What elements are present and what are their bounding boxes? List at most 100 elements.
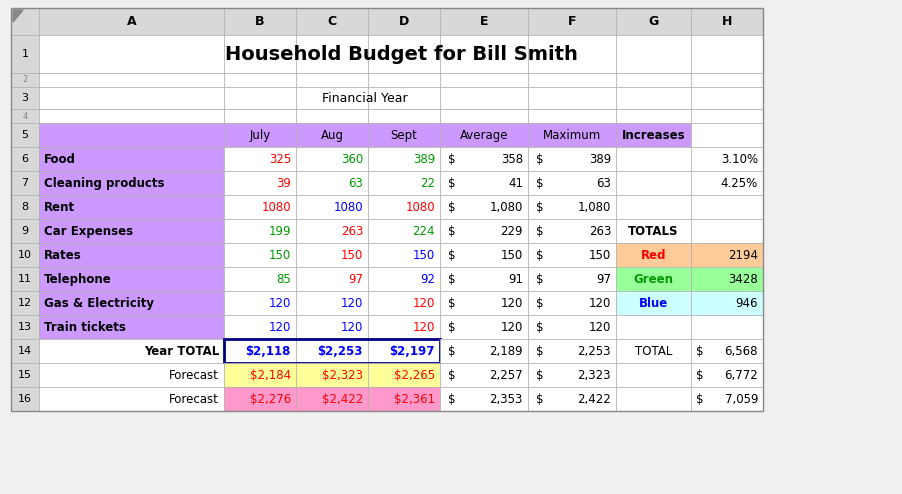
Text: Rent: Rent: [44, 201, 75, 213]
Text: 63: 63: [596, 176, 611, 190]
Text: 41: 41: [508, 176, 523, 190]
Bar: [616, 109, 691, 123]
Text: Rates: Rates: [44, 248, 82, 261]
Bar: [11, 123, 39, 147]
Bar: [296, 8, 368, 35]
Bar: [296, 363, 368, 387]
Bar: [224, 8, 296, 35]
Bar: [528, 147, 616, 171]
Bar: [39, 291, 224, 315]
Bar: [528, 8, 616, 35]
Text: 389: 389: [413, 153, 435, 165]
Bar: [224, 219, 296, 243]
Text: $: $: [536, 369, 544, 381]
Bar: [616, 267, 691, 291]
Text: Train tickets: Train tickets: [44, 321, 126, 333]
Text: $: $: [448, 224, 456, 238]
Bar: [440, 195, 528, 219]
Text: $: $: [536, 153, 544, 165]
Text: $: $: [448, 176, 456, 190]
Bar: [224, 363, 296, 387]
Bar: [296, 315, 368, 339]
Text: 120: 120: [341, 321, 363, 333]
Bar: [368, 87, 440, 109]
Bar: [691, 387, 763, 411]
Text: 1080: 1080: [405, 201, 435, 213]
Bar: [691, 363, 763, 387]
Bar: [296, 243, 368, 267]
Bar: [691, 219, 763, 243]
Text: $: $: [536, 248, 544, 261]
Text: 2,253: 2,253: [577, 344, 611, 358]
Text: 3.10%: 3.10%: [721, 153, 758, 165]
Bar: [39, 171, 224, 195]
Text: 358: 358: [501, 153, 523, 165]
Text: 360: 360: [341, 153, 363, 165]
Bar: [224, 315, 296, 339]
Text: $2,265: $2,265: [394, 369, 435, 381]
Text: 946: 946: [735, 296, 758, 310]
Bar: [368, 243, 440, 267]
Text: Sept: Sept: [391, 128, 418, 141]
Text: $: $: [448, 393, 456, 406]
Text: 6: 6: [22, 154, 29, 164]
Bar: [296, 147, 368, 171]
Text: $: $: [536, 393, 544, 406]
Bar: [11, 8, 763, 411]
Bar: [11, 291, 39, 315]
Bar: [224, 73, 296, 87]
Bar: [440, 35, 528, 73]
Text: $: $: [536, 344, 544, 358]
Text: July: July: [249, 128, 271, 141]
Bar: [368, 109, 440, 123]
Text: Average: Average: [460, 128, 508, 141]
Bar: [440, 109, 528, 123]
Text: 263: 263: [589, 224, 611, 238]
Text: Aug: Aug: [320, 128, 344, 141]
Bar: [616, 8, 691, 35]
Text: 2: 2: [23, 76, 28, 84]
Bar: [11, 87, 39, 109]
Text: 5: 5: [22, 130, 29, 140]
Text: 150: 150: [589, 248, 611, 261]
Text: 63: 63: [348, 176, 363, 190]
Bar: [11, 387, 39, 411]
Text: $2,184: $2,184: [250, 369, 291, 381]
Text: 150: 150: [501, 248, 523, 261]
Bar: [691, 147, 763, 171]
Bar: [616, 171, 691, 195]
Text: 91: 91: [508, 273, 523, 286]
Text: 199: 199: [269, 224, 291, 238]
Bar: [528, 73, 616, 87]
Bar: [39, 73, 224, 87]
Text: 120: 120: [412, 296, 435, 310]
Bar: [616, 87, 691, 109]
Bar: [296, 291, 368, 315]
Text: 4.25%: 4.25%: [721, 176, 758, 190]
Text: 120: 120: [589, 321, 611, 333]
Bar: [528, 195, 616, 219]
Text: 120: 120: [269, 321, 291, 333]
Text: 2,323: 2,323: [577, 369, 611, 381]
Bar: [528, 87, 616, 109]
Bar: [11, 243, 39, 267]
Text: $: $: [448, 344, 456, 358]
Bar: [296, 267, 368, 291]
Text: C: C: [327, 15, 336, 28]
Text: 39: 39: [276, 176, 291, 190]
Text: $: $: [448, 248, 456, 261]
Bar: [11, 109, 39, 123]
Text: $: $: [536, 224, 544, 238]
Text: Telephone: Telephone: [44, 273, 112, 286]
Bar: [224, 147, 296, 171]
Bar: [224, 339, 440, 363]
Text: 120: 120: [501, 296, 523, 310]
Text: 15: 15: [18, 370, 32, 380]
Bar: [224, 195, 296, 219]
Text: Year TOTAL: Year TOTAL: [143, 344, 219, 358]
Bar: [368, 267, 440, 291]
Bar: [39, 363, 224, 387]
Text: 6,772: 6,772: [724, 369, 758, 381]
Text: $2,253: $2,253: [318, 344, 363, 358]
Text: 120: 120: [341, 296, 363, 310]
